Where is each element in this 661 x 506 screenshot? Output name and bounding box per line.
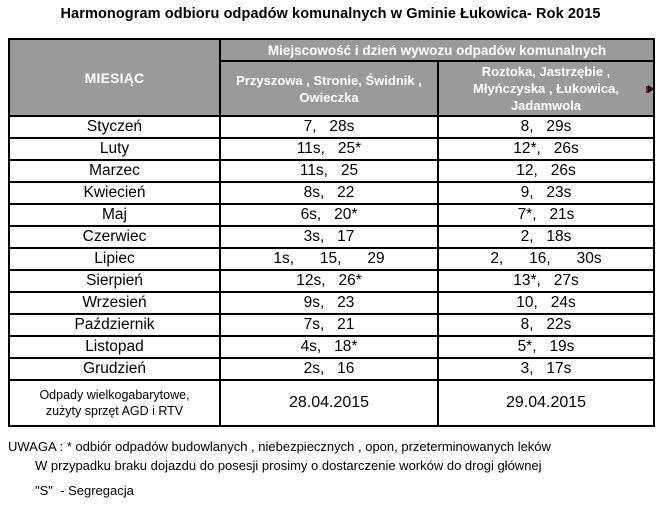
zone2-header-line: Jadamwola <box>510 98 582 113</box>
group-header: Miejscowość i dzień wywozu odpadów komun… <box>219 38 655 62</box>
table-row-pazdziernik: Październik 7s, 21 8, 22s <box>8 313 655 337</box>
zone1-dates-cell: 7s, 21 <box>219 313 439 337</box>
note-asterisk: UWAGA : * odbiór odpadów budowlanych , n… <box>8 439 551 454</box>
zone1-header-line: Przyszowa , Stronie, Świdnik , <box>236 72 422 88</box>
cursor-triangle <box>648 85 654 93</box>
zone1-dates-cell: 2s, 16 <box>219 357 439 381</box>
zone2-dates-cell: 12*, 26s <box>437 137 655 161</box>
table-row-sierpien: Sierpień 12s, 26* 13*, 27s <box>8 269 655 293</box>
page-title: Harmonogram odbioru odpadów komunalnych … <box>60 6 601 22</box>
table-row-bulky-waste: Odpady wielkogabarytowe, zużyty sprzęt A… <box>8 379 655 427</box>
zone1-dates-cell: 3s, 17 <box>219 225 439 249</box>
table-row-maj: Maj 6s, 20* 7*, 21s <box>8 203 655 227</box>
month-cell: Styczeń <box>8 115 221 139</box>
month-cell: Lipiec <box>8 247 221 271</box>
zone2-dates-cell: 2, 18s <box>437 225 655 249</box>
table-row-listopad: Listopad 4s, 18* 5*, 19s <box>8 335 655 359</box>
zone1-header-line: Owieczka <box>299 89 359 105</box>
zone1-dates-cell: 6s, 20* <box>219 203 439 227</box>
table-row-lipiec: Lipiec 1s, 15, 29 2, 16, 30s <box>8 247 655 271</box>
note-access: W przypadku braku dojazdu do posesji pro… <box>35 458 542 473</box>
table-cell-cursor-icon <box>646 85 654 94</box>
bulky-waste-label-line: Odpady wielkogabarytowe, <box>39 388 190 402</box>
table-row-styczen: Styczeń 7, 28s 8, 29s <box>8 115 655 139</box>
zone2-dates-cell: 12, 26s <box>437 159 655 183</box>
zone2-dates-cell: 7*, 21s <box>437 203 655 227</box>
zone1-dates-cell: 11s, 25* <box>219 137 439 161</box>
month-cell: Sierpień <box>8 269 221 293</box>
zone2-dates-cell: 8, 29s <box>437 115 655 139</box>
month-cell: Marzec <box>8 159 221 183</box>
column-header-zone2: Roztoka, Jastrzębie , Młyńczyska , Łukow… <box>437 60 655 117</box>
footnotes: UWAGA : * odbiór odpadów budowlanych , n… <box>8 437 658 500</box>
column-header-month: MIESIĄC <box>8 38 221 117</box>
schedule-table: MIESIĄC Miejscowość i dzień wywozu odpad… <box>8 38 655 427</box>
month-cell: Kwiecień <box>8 181 221 205</box>
table-row-czerwiec: Czerwiec 3s, 17 2, 18s <box>8 225 655 249</box>
zone2-dates-cell: 5*, 19s <box>437 335 655 359</box>
zone2-dates-cell: 2, 16, 30s <box>437 247 655 271</box>
cursor-bar <box>646 86 648 93</box>
month-cell: Czerwiec <box>8 225 221 249</box>
bulky-waste-label: Odpady wielkogabarytowe, zużyty sprzęt A… <box>8 379 221 427</box>
zone2-header-line: Młyńczyska , Łukowica, <box>473 81 619 96</box>
zone2-dates-cell: 3, 17s <box>437 357 655 381</box>
zone2-dates-cell: 10, 24s <box>437 291 655 315</box>
zone1-dates-cell: 4s, 18* <box>219 335 439 359</box>
zone1-dates-cell: 11s, 25 <box>219 159 439 183</box>
month-cell: Grudzień <box>8 357 221 381</box>
table-row-luty: Luty 11s, 25* 12*, 26s <box>8 137 655 161</box>
table-row-grudzien: Grudzień 2s, 16 3, 17s <box>8 357 655 381</box>
zone2-dates-cell: 8, 22s <box>437 313 655 337</box>
zone2-dates-cell: 13*, 27s <box>437 269 655 293</box>
zone2-header-line: Roztoka, Jastrzębie , <box>481 64 611 79</box>
note-segregation: "S" - Segregacja <box>35 483 134 498</box>
zone1-dates-cell: 1s, 15, 29 <box>219 247 439 271</box>
column-header-zone1: Przyszowa , Stronie, Świdnik , Owieczka <box>219 60 439 117</box>
month-cell: Listopad <box>8 335 221 359</box>
bulky-waste-date-zone2: 29.04.2015 <box>437 379 655 427</box>
table-row-wrzesien: Wrzesień 9s, 23 10, 24s <box>8 291 655 315</box>
zone1-dates-cell: 12s, 26* <box>219 269 439 293</box>
table-row-marzec: Marzec 11s, 25 12, 26s <box>8 159 655 183</box>
month-cell: Luty <box>8 137 221 161</box>
bulky-waste-label-line: zużyty sprzęt AGD i RTV <box>45 404 184 418</box>
month-cell: Wrzesień <box>8 291 221 315</box>
zone1-dates-cell: 7, 28s <box>219 115 439 139</box>
table-row-kwiecien: Kwiecień 8s, 22 9, 23s <box>8 181 655 205</box>
zone1-dates-cell: 9s, 23 <box>219 291 439 315</box>
bulky-waste-date-zone1: 28.04.2015 <box>219 379 439 427</box>
zone2-dates-cell: 9, 23s <box>437 181 655 205</box>
zone1-dates-cell: 8s, 22 <box>219 181 439 205</box>
month-cell: Maj <box>8 203 221 227</box>
month-cell: Październik <box>8 313 221 337</box>
